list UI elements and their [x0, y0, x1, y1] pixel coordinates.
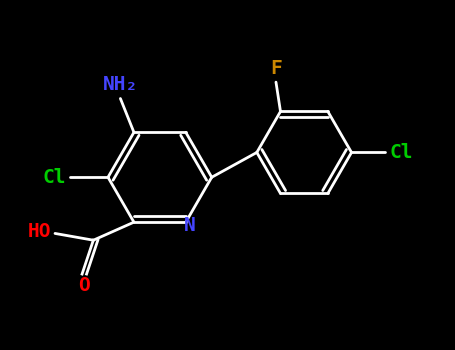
Text: F: F	[270, 59, 282, 78]
Text: Cl: Cl	[389, 143, 413, 162]
Text: NH₂: NH₂	[103, 76, 138, 94]
Text: Cl: Cl	[42, 168, 66, 187]
Text: N: N	[183, 216, 195, 235]
Text: O: O	[78, 276, 90, 295]
Text: HO: HO	[27, 222, 51, 241]
